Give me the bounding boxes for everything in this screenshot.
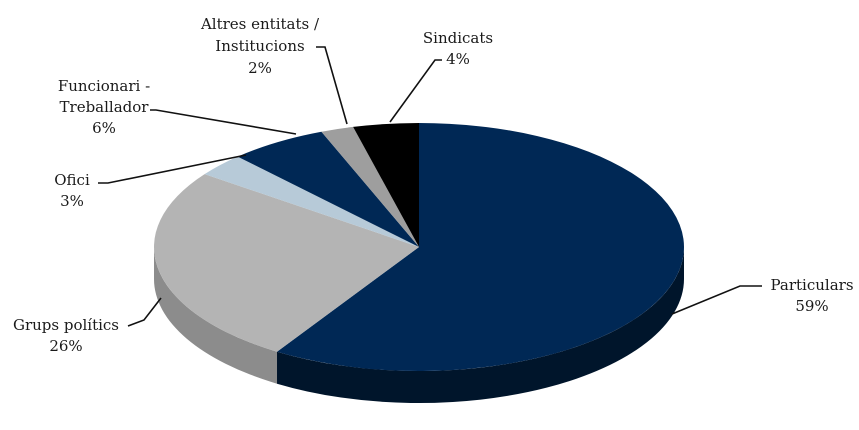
leader-line-sindicats xyxy=(389,59,442,123)
slice-label-particulars: Particulars xyxy=(770,276,853,294)
leader-lines xyxy=(98,46,762,327)
slice-particulars xyxy=(277,123,685,372)
slice-pct-sindicats: 4% xyxy=(446,50,470,68)
slice-funcionari-treballador xyxy=(237,131,419,247)
slice-ofici xyxy=(204,156,419,247)
slice-pct-funcionari: 6% xyxy=(92,119,116,137)
slice-label-grups-politics: Grups polítics xyxy=(13,316,119,334)
slice-label-sindicats: Sindicats xyxy=(423,29,493,47)
pie-top-layer xyxy=(153,123,685,372)
slice-grups-politics xyxy=(153,174,419,352)
slice-pct-particulars: 59% xyxy=(795,297,828,315)
slice-side-grups-politics xyxy=(154,247,278,384)
leader-line-particulars xyxy=(671,285,762,315)
slice-pct-grups-politics: 26% xyxy=(49,337,82,355)
slice-altres-entitats-institucions xyxy=(321,126,419,247)
leader-line-ofici xyxy=(98,154,247,184)
leader-line-grups-politics xyxy=(127,297,162,327)
slice-label-ofici: Ofici xyxy=(54,171,90,189)
leader-line-altres xyxy=(316,46,348,125)
slice-label-altres-line1: Altres entitats / xyxy=(200,15,320,33)
slice-label-altres-line2: Institucions xyxy=(215,37,304,55)
slice-label-funcionari-line2: Treballador xyxy=(60,98,150,116)
slice-label-funcionari-line1: Funcionari - xyxy=(58,77,150,95)
pie-side-layer xyxy=(154,247,684,403)
leader-line-funcionari xyxy=(150,109,297,135)
slice-sindicats xyxy=(353,123,419,247)
slice-pct-altres: 2% xyxy=(248,59,272,77)
slice-side-particulars xyxy=(277,247,684,403)
slice-pct-ofici: 3% xyxy=(60,192,84,210)
